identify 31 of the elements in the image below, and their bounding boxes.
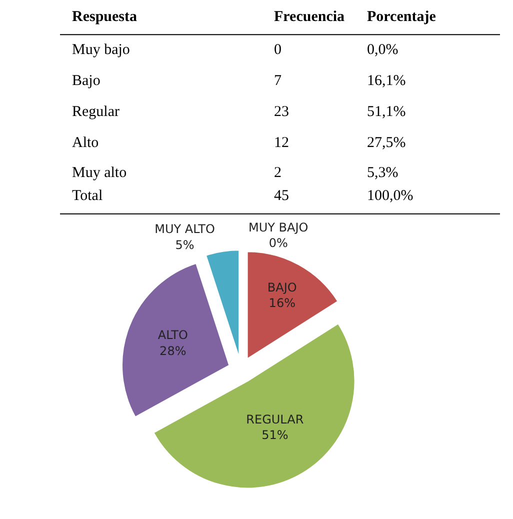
text: Porcentaje: [367, 9, 436, 25]
text: Alto: [72, 135, 99, 151]
text: 27,5%: [367, 135, 406, 151]
text: 12: [274, 135, 289, 151]
slice-label: ALTO: [158, 328, 188, 342]
text: 51,1%: [367, 104, 406, 120]
text: Frecuencia: [274, 9, 346, 25]
text: 45: [274, 188, 289, 204]
data-label: 51%: [262, 428, 288, 442]
text: 100,0%: [367, 188, 414, 204]
text: Muy alto: [72, 165, 127, 181]
data-label: 28%: [160, 344, 186, 358]
text: 16,1%: [367, 73, 406, 89]
text: 23: [274, 104, 289, 120]
text: Total: [72, 188, 103, 204]
slice-label: BAJO: [267, 280, 297, 295]
data-label: 5%: [175, 238, 194, 252]
text: Regular: [72, 104, 120, 120]
data-label: 16%: [268, 296, 296, 310]
slice-label: MUY ALTO: [154, 222, 215, 236]
text: 5,3%: [367, 165, 398, 181]
text: Muy bajo: [72, 42, 130, 58]
text: 2: [274, 165, 282, 181]
text: 0,0%: [367, 42, 398, 58]
slice-label: REGULAR: [246, 412, 304, 426]
text: 7: [274, 73, 282, 89]
category-label: MUY BAJO: [248, 220, 308, 234]
text: Respuesta: [72, 9, 138, 25]
text: 0%: [268, 236, 288, 250]
text: Bajo: [72, 73, 100, 89]
text: 0: [274, 42, 282, 58]
